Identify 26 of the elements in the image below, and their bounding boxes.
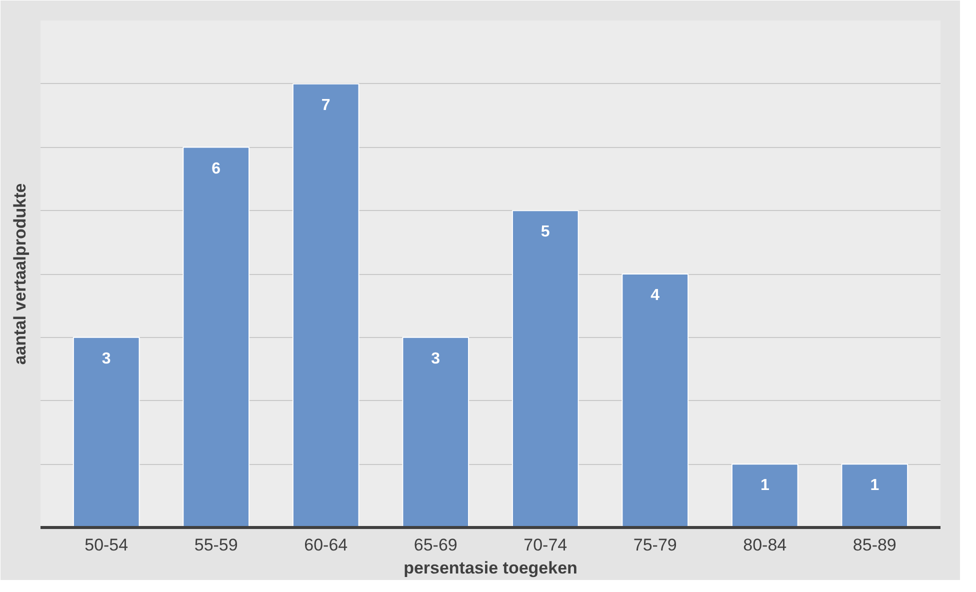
x-axis-title: persentasie toegeken: [404, 558, 578, 578]
bar: [841, 464, 908, 528]
data-label: 4: [650, 287, 660, 304]
x-tick-label: 60-64: [304, 536, 348, 554]
bar: [402, 336, 470, 528]
bar: [182, 146, 250, 528]
bar: [72, 336, 140, 528]
bar: [622, 274, 689, 528]
bar: [731, 464, 798, 528]
x-tick-label: 65-69: [414, 536, 458, 554]
x-tick-label: 50-54: [84, 536, 128, 554]
data-label: 6: [212, 160, 221, 178]
data-label: 1: [760, 477, 770, 494]
data-label: 3: [431, 350, 440, 368]
bar: [512, 210, 579, 528]
bar: [292, 83, 360, 528]
data-label: 3: [102, 350, 111, 368]
x-tick-label: 55-59: [194, 536, 238, 554]
data-label: 7: [321, 96, 330, 114]
x-tick-label: 85-89: [852, 536, 896, 554]
y-axis-title: aantal vertaalprodukte: [10, 183, 30, 365]
data-label: 5: [540, 224, 550, 241]
x-tick-label: 75-79: [633, 536, 677, 554]
x-tick-label: 80-84: [743, 536, 787, 554]
x-tick-label: 70-74: [524, 536, 568, 554]
data-label: 1: [870, 477, 880, 494]
